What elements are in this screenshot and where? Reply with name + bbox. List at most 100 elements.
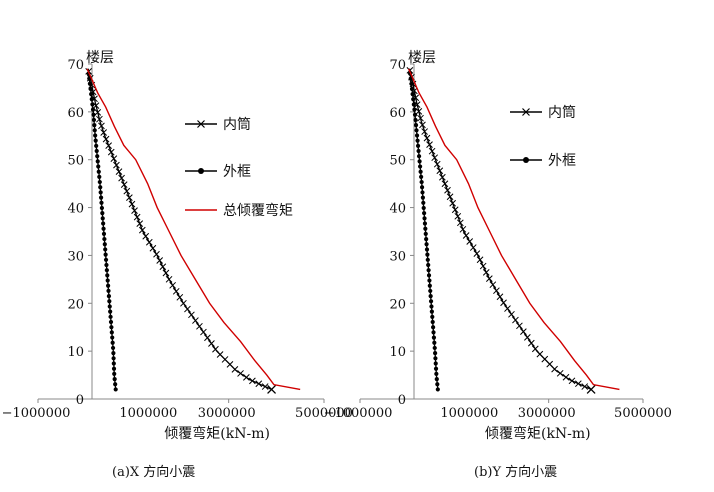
dot-marker: [88, 86, 93, 92]
legend-marker-x: [197, 120, 205, 128]
x-marker: [454, 212, 462, 220]
x-marker: [110, 155, 118, 162]
x-marker: [446, 193, 454, 201]
x-marker: [426, 141, 433, 149]
dot-marker: [426, 273, 432, 278]
x-marker: [556, 369, 564, 377]
dot-marker: [409, 81, 414, 86]
x-marker: [113, 161, 120, 169]
dot-marker: [112, 371, 117, 377]
x-tick-label: 5000000: [614, 406, 672, 421]
dot-marker: [102, 242, 107, 247]
dot-marker: [105, 278, 110, 283]
dot-marker: [113, 387, 118, 392]
dot-marker: [104, 268, 109, 273]
dot-marker: [92, 123, 97, 128]
dot-marker: [96, 164, 101, 169]
dot-marker: [107, 299, 112, 304]
dot-marker: [92, 128, 97, 133]
series-line: [86, 68, 301, 391]
dot-marker: [417, 159, 422, 164]
dot-marker: [414, 128, 419, 133]
x-marker: [469, 244, 477, 251]
x-marker: [421, 128, 428, 135]
dot-marker: [431, 330, 436, 335]
x-marker: [459, 225, 467, 233]
x-marker: [102, 135, 110, 143]
x-marker: [115, 168, 123, 175]
x-marker: [98, 122, 105, 130]
x-marker: [531, 345, 539, 353]
x-marker: [485, 275, 493, 282]
legend-marker-dot: [198, 168, 204, 174]
x-marker: [200, 328, 207, 336]
y-tick-label: 0: [76, 393, 84, 408]
dot-marker: [93, 133, 98, 138]
dot-marker: [110, 340, 115, 345]
x-marker: [433, 160, 441, 168]
x-tick-label: 1000000: [119, 406, 177, 421]
x-marker: [188, 311, 195, 319]
dot-marker: [434, 371, 439, 377]
x-marker: [100, 129, 108, 136]
x-marker: [536, 350, 544, 358]
x-marker: [107, 148, 115, 156]
dot-marker: [429, 304, 434, 309]
x-marker: [237, 370, 244, 377]
x-marker: [142, 232, 150, 240]
dot-marker: [94, 148, 99, 154]
dot-marker: [409, 86, 415, 92]
x-marker: [208, 340, 215, 347]
x-marker: [415, 108, 423, 115]
x-tick-label: 1000000: [440, 406, 498, 421]
x-marker: [123, 187, 131, 195]
x-tick-label: −1000000: [2, 406, 71, 421]
dot-marker: [426, 262, 431, 268]
x-marker: [267, 384, 277, 394]
x-marker: [413, 101, 421, 108]
dot-marker: [101, 231, 107, 236]
series-total-moment: [407, 68, 620, 391]
dot-marker: [428, 294, 433, 299]
dot-marker: [94, 143, 99, 148]
y-tick-label: 60: [67, 106, 84, 121]
dot-marker: [111, 351, 116, 356]
dot-marker: [411, 97, 416, 102]
x-marker: [94, 109, 102, 116]
dot-marker: [111, 361, 116, 366]
dot-marker: [108, 319, 114, 325]
legend-entry: 内筒: [185, 116, 251, 133]
dot-marker: [110, 335, 115, 340]
x-marker: [417, 114, 424, 122]
x-marker: [520, 328, 527, 335]
x-marker: [105, 142, 112, 149]
dot-marker: [433, 361, 438, 366]
x-marker: [156, 257, 164, 264]
legend-label: 外框: [548, 153, 576, 169]
legend-entry: 外框: [510, 153, 576, 169]
x-marker: [136, 220, 144, 227]
legend-entry: 内筒: [510, 104, 576, 121]
x-marker: [568, 377, 576, 385]
dot-marker: [433, 351, 438, 356]
dot-marker: [113, 382, 118, 387]
dot-marker: [415, 143, 421, 148]
legend-label: 内筒: [223, 116, 251, 133]
x-marker: [126, 194, 133, 201]
x-marker: [456, 219, 464, 227]
dot-marker: [96, 169, 101, 174]
dot-marker: [415, 138, 420, 143]
dot-marker: [99, 200, 104, 205]
dot-marker: [426, 268, 431, 273]
x-marker: [212, 345, 219, 353]
dot-marker: [100, 211, 105, 216]
x-marker: [192, 317, 199, 324]
x-marker: [169, 281, 176, 289]
x-marker: [462, 232, 470, 239]
legend-marker-x: [522, 108, 530, 116]
dot-marker: [103, 247, 108, 252]
dot-marker: [420, 195, 425, 200]
y-tick-label: 50: [67, 154, 84, 169]
y-tick-label: 0: [398, 393, 406, 408]
